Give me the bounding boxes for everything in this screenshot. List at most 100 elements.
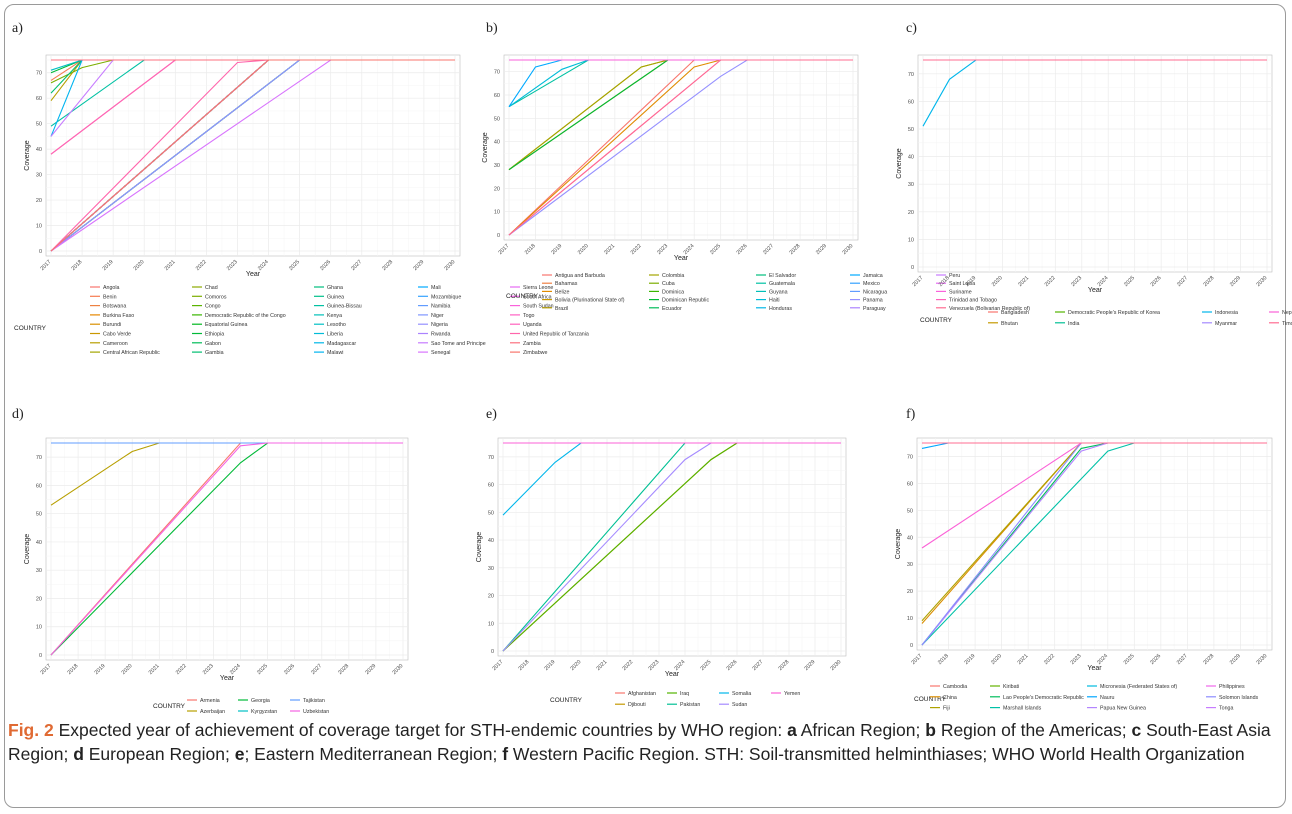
y-tick-label: 0 — [910, 643, 913, 649]
legend: COUNTRY Angola Benin Botswana Burkina Faso Bu… — [14, 285, 589, 356]
x-tick-label: 2026 — [726, 659, 739, 672]
legend-entry-label: Saint Lucia — [949, 281, 975, 287]
legend-entry-label: Kiribati — [1003, 684, 1019, 690]
x-tick-label: 2030 — [1256, 275, 1269, 288]
legend-entry-label: Dominican Republic — [662, 298, 709, 304]
legend-entry-label: Fiji — [943, 706, 950, 712]
caption-segment-c: c South-East Asia Region; — [8, 720, 1271, 764]
x-axis-title: Year — [674, 255, 689, 262]
x-tick-label: 2019 — [102, 259, 115, 272]
x-axis-title: Year — [220, 675, 235, 682]
legend-title: COUNTRY — [14, 325, 47, 332]
y-tick-label: 10 — [907, 616, 913, 622]
legend-entry-label: Madagascar — [327, 341, 356, 347]
legend-entry-label: Antigua and Barbuda — [555, 273, 605, 279]
legend-title: COUNTRY — [153, 703, 186, 710]
legend: COUNTRY Afghanistan Djibouti Iraq Pakistan So… — [550, 691, 800, 708]
x-tick-label: 2023 — [226, 259, 239, 272]
series-lines — [922, 59, 1267, 127]
legend-entry-label: Equatorial Guinea — [205, 322, 247, 328]
x-tick-label: 2019 — [964, 653, 977, 666]
y-axis-title: Coverage — [24, 140, 31, 170]
legend-entry-label: Uganda — [523, 322, 542, 328]
x-tick-label: 2023 — [656, 243, 669, 256]
y-tick-label: 70 — [36, 455, 42, 461]
x-tick-label: 2027 — [752, 659, 765, 672]
x-tick-label: 2020 — [121, 663, 134, 676]
x-tick-label: 2018 — [937, 653, 950, 666]
legend-entry-label: Mexico — [863, 281, 880, 287]
x-tick-label: 2018 — [518, 659, 531, 672]
legend-entry-label: Sudan — [732, 702, 747, 708]
legend-entry-label: Tonga — [1219, 706, 1233, 712]
y-tick-label: 50 — [908, 127, 914, 133]
x-tick-label: 2026 — [1150, 275, 1163, 288]
x-tick-label: 2022 — [630, 243, 643, 256]
x-tick-label: 2029 — [412, 259, 425, 272]
legend-entry-label: Uzbekistan — [303, 709, 329, 715]
y-tick-label: 10 — [36, 224, 42, 230]
legend-entry-label: Burundi — [103, 322, 121, 328]
x-tick-label: 2029 — [1229, 275, 1242, 288]
legend-entry-label: Tajikistan — [303, 698, 325, 704]
x-tick-label: 2023 — [202, 663, 215, 676]
legend-entry-label: Solomon Islands — [1219, 695, 1259, 701]
series-lines — [50, 442, 403, 656]
x-tick-label: 2023 — [1070, 653, 1083, 666]
x-tick-label: 2021 — [603, 243, 616, 256]
figure-frame — [4, 4, 1286, 808]
legend-entry-label: Togo — [523, 313, 535, 319]
legend-entry-label: Micronesia (Federated States of) — [1100, 684, 1177, 690]
x-tick-label: 2025 — [288, 259, 301, 272]
legend-entry-label: Benin — [103, 294, 117, 300]
legend-entry-label: Nicaragua — [863, 289, 887, 295]
legend-entry-label: Ghana — [327, 285, 343, 291]
legend-entry-label: Guyana — [769, 289, 788, 295]
x-tick-label: 2023 — [648, 659, 661, 672]
x-tick-label: 2020 — [991, 275, 1004, 288]
x-tick-label: 2017 — [40, 259, 53, 272]
y-tick-label: 60 — [488, 483, 494, 489]
legend-entry-label: Honduras — [769, 306, 792, 312]
x-tick-label: 2020 — [990, 653, 1003, 666]
legend-entry-label: Nauru — [1100, 695, 1114, 701]
legend-entry-label: Pakistan — [680, 702, 700, 708]
y-tick-label: 20 — [907, 589, 913, 595]
legend-entry-label: Nepal — [1282, 310, 1292, 316]
y-tick-label: 50 — [907, 508, 913, 514]
y-tick-label: 70 — [36, 71, 42, 77]
x-tick-label: 2025 — [700, 659, 713, 672]
legend-entry-label: Gabon — [205, 341, 221, 347]
x-tick-label: 2029 — [804, 659, 817, 672]
y-tick-label: 20 — [36, 596, 42, 602]
y-tick-label: 10 — [488, 621, 494, 627]
legend: COUNTRY Armenia Azerbaijan Georgia Kyrgyzsta… — [153, 698, 329, 715]
legend-entry-label: Timor-Leste — [1282, 321, 1292, 327]
y-tick-label: 30 — [36, 568, 42, 574]
legend-entry-label: Belize — [555, 289, 569, 295]
y-tick-label: 60 — [494, 93, 500, 99]
x-tick-label: 2029 — [364, 663, 377, 676]
y-tick-label: 50 — [494, 116, 500, 122]
legend-entry-label: Rwanda — [431, 332, 450, 338]
x-tick-label: 2020 — [133, 259, 146, 272]
y-tick-label: 20 — [488, 594, 494, 600]
legend-entry-label: Jamaica — [863, 273, 883, 279]
legend-entry-label: Kyrgyzstan — [251, 709, 277, 715]
legend-entry-label: Paraguay — [863, 306, 886, 312]
x-tick-label: 2025 — [709, 243, 722, 256]
x-tick-label: 2022 — [1044, 275, 1057, 288]
panel-label: f) — [906, 407, 916, 422]
legend-entry-label: Guatemala — [769, 281, 795, 287]
y-tick-label: 40 — [908, 155, 914, 161]
legend-entry-label: Cabo Verde — [103, 332, 131, 338]
legend-entry-label: Trinidad and Tobago — [949, 298, 997, 304]
legend-entry-label: Gambia — [205, 350, 224, 356]
legend-entry-label: Senegal — [431, 350, 450, 356]
legend-entry-label: Panama — [863, 298, 883, 304]
caption-label: Fig. 2 — [8, 720, 54, 740]
legend-entry-label: South Africa — [523, 294, 552, 300]
x-tick-label: 2028 — [1202, 653, 1215, 666]
legend-entry-label: Guinea — [327, 294, 344, 300]
caption-segment-e: e; Eastern Mediterranean Region; — [234, 744, 503, 764]
